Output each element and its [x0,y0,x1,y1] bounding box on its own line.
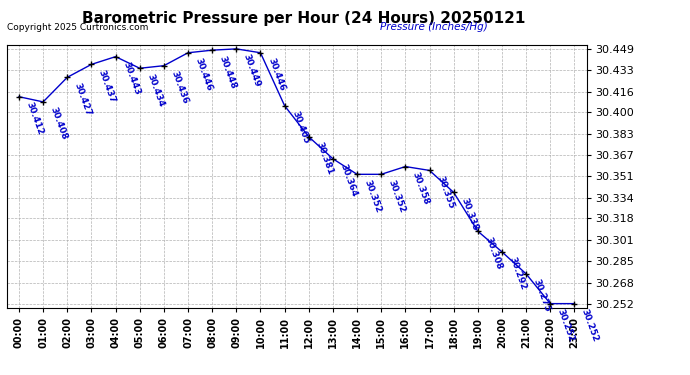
Text: 30.364: 30.364 [339,163,359,199]
Text: 30.427: 30.427 [73,81,93,117]
Text: 30.338: 30.338 [460,196,480,232]
Text: 30.358: 30.358 [411,171,431,206]
Text: 30.437: 30.437 [97,69,117,104]
Text: 30.381: 30.381 [315,141,335,177]
Text: 30.408: 30.408 [49,106,69,141]
Text: 30.352: 30.352 [363,178,383,214]
Text: 30.446: 30.446 [266,57,286,93]
Text: 30.443: 30.443 [121,61,141,96]
Text: 30.405: 30.405 [290,110,310,146]
Text: 30.412: 30.412 [25,101,45,136]
Text: 30.308: 30.308 [484,236,504,271]
Text: 30.436: 30.436 [170,70,190,105]
Text: Copyright 2025 Curtronics.com: Copyright 2025 Curtronics.com [7,22,148,32]
Text: 30.434: 30.434 [146,72,166,108]
Text: 30.352: 30.352 [387,178,407,214]
Text: 30.275: 30.275 [532,278,552,314]
Text: Barometric Pressure per Hour (24 Hours) 20250121: Barometric Pressure per Hour (24 Hours) … [82,11,525,26]
Text: 30.292: 30.292 [508,256,528,292]
Text: Pressure (Inches/Hg): Pressure (Inches/Hg) [380,22,487,33]
Text: 30.448: 30.448 [218,54,238,90]
Text: 30.252: 30.252 [580,308,600,343]
Text: 30.252: 30.252 [556,308,576,343]
Text: 30.446: 30.446 [194,57,214,93]
Text: 30.449: 30.449 [242,53,262,89]
Text: 30.355: 30.355 [435,175,455,210]
